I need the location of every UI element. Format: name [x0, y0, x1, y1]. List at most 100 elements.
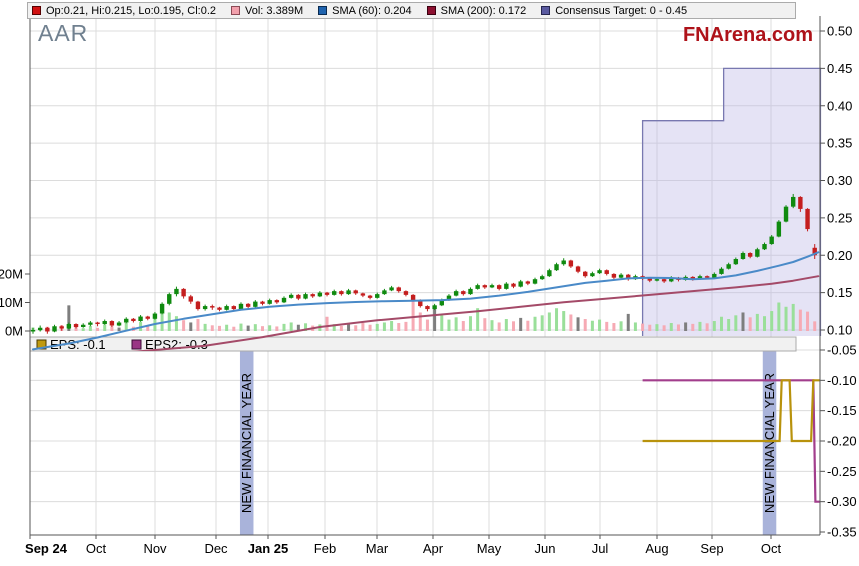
price-tick-label: 0.40 [827, 98, 852, 113]
volume-bar [339, 325, 343, 331]
volume-bar [368, 324, 372, 331]
volume-bar [354, 325, 358, 331]
price-tick-label: 0.10 [827, 323, 852, 338]
candle [145, 316, 150, 319]
volume-bar [117, 327, 121, 331]
candle [167, 294, 172, 304]
candle [496, 285, 502, 289]
fnarena-watermark: FNArena.com [682, 24, 813, 46]
volume-bar [232, 326, 236, 331]
candle [511, 283, 516, 287]
volume-bar [676, 324, 680, 331]
candle [590, 273, 595, 277]
candle [124, 318, 129, 323]
volume-bar [526, 320, 530, 331]
candle [102, 321, 107, 325]
volume-bar [519, 317, 523, 331]
legend-item-sma60: SMA (60): 0.204 [318, 5, 412, 17]
candle [704, 276, 710, 278]
sma60-swatch-icon [318, 6, 328, 15]
sma200-line [130, 275, 820, 351]
candle [81, 324, 86, 328]
candle [812, 247, 817, 256]
consensus-target-swatch-icon [541, 6, 551, 15]
candle [747, 253, 753, 257]
month-label: Apr [423, 541, 444, 556]
volume-bar [418, 312, 422, 331]
candle [317, 292, 323, 297]
candle [288, 294, 294, 298]
candle [446, 295, 452, 301]
candle [776, 221, 782, 237]
candle [303, 294, 308, 299]
candle [324, 292, 330, 295]
eps2-swatch-icon [131, 339, 142, 350]
candle [518, 281, 523, 287]
volume-bar [382, 322, 386, 331]
volume-bar [748, 317, 752, 331]
candle [554, 264, 559, 271]
candle [202, 306, 208, 310]
month-label: Sep [700, 541, 723, 556]
candle [360, 293, 366, 296]
volume-tick-label: 0M [5, 324, 23, 339]
volume-bar [555, 308, 559, 331]
volume-bar [246, 325, 250, 331]
volume-bar [440, 315, 444, 331]
volume-bar [239, 323, 243, 331]
month-label: Jan 25 [248, 541, 288, 556]
eps-legend-bar: EPS: -0.1 EPS2: -0.3 [29, 336, 797, 352]
volume-bar [110, 326, 114, 331]
candle [504, 283, 509, 289]
month-label: Jun [535, 541, 556, 556]
volume-bar [447, 319, 451, 331]
volume-bar [468, 316, 472, 331]
volume-bar [411, 296, 415, 331]
consensus-target-legend-label: Consensus Target: 0 - 0.45 [555, 4, 688, 17]
volume-bar [304, 323, 308, 331]
volume-bar [210, 325, 214, 331]
month-label: Nov [143, 541, 167, 556]
volume-bar [626, 313, 630, 331]
axis-labels: 0.50 0.45 0.40 0.35 0.30 0.25 0.20 0.15 0.10 -0.0… [0, 24, 857, 557]
price-tick-label: 0.20 [827, 248, 852, 263]
volume-bar [483, 318, 487, 331]
sma60-line [32, 251, 820, 351]
volume-bar [225, 324, 229, 331]
volume-bar [755, 313, 759, 331]
volume-bar [734, 315, 738, 331]
candle [805, 208, 810, 230]
candle [310, 294, 315, 297]
volume-tick-label: 20M [0, 267, 23, 282]
legend-item-consensus-target: Consensus Target: 0 - 0.45 [541, 5, 687, 17]
volume-bar [332, 324, 336, 331]
volume-bar [325, 316, 329, 331]
candle [783, 206, 789, 222]
new-financial-year-band: NEW FINANCIAL YEAR [239, 351, 254, 535]
legend-item-sma200: SMA (200): 0.172 [426, 4, 527, 17]
candle [367, 295, 373, 298]
volume-bar [569, 314, 573, 331]
eps2-legend-label: EPS2: -0.3 [145, 337, 208, 352]
volume-bar [124, 323, 128, 331]
month-label: Aug [645, 541, 668, 556]
candle [37, 327, 43, 330]
candle [274, 300, 280, 303]
volume-bar [741, 312, 745, 331]
volume-bar [404, 321, 408, 331]
candle [210, 306, 215, 308]
volume-bar [691, 323, 695, 331]
volume-bar [590, 320, 594, 331]
candle [661, 279, 667, 282]
volume-bar [88, 325, 92, 331]
candle [152, 313, 158, 319]
candle [697, 276, 703, 280]
candle [798, 196, 803, 209]
candle [439, 300, 444, 306]
candle [669, 277, 674, 282]
new-financial-year-label: NEW FINANCIAL YEAR [762, 373, 777, 513]
volume-bar [217, 325, 221, 331]
candle [475, 285, 480, 289]
candle [611, 273, 617, 278]
sma200-legend-label: SMA (200): 0.172 [440, 4, 527, 17]
